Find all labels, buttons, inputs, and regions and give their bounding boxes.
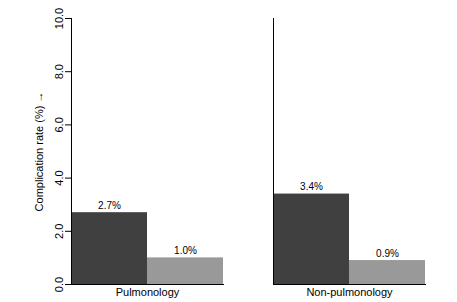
svg-text:3.4%: 3.4% — [300, 181, 323, 192]
svg-text:1.0%: 1.0% — [174, 245, 197, 256]
svg-text:0.9%: 0.9% — [376, 248, 399, 259]
svg-text:6.0: 6.0 — [53, 117, 65, 132]
svg-text:Complication rate (%) →: Complication rate (%) → — [33, 92, 45, 212]
svg-text:Non-pulmonology: Non-pulmonology — [306, 286, 393, 298]
svg-text:2.7%: 2.7% — [98, 200, 121, 211]
svg-text:10.0: 10.0 — [53, 8, 65, 29]
svg-text:8.0: 8.0 — [53, 64, 65, 79]
svg-text:Pulmonology: Pulmonology — [116, 286, 180, 298]
svg-text:4.0: 4.0 — [53, 170, 65, 185]
svg-text:0.0: 0.0 — [53, 277, 65, 292]
svg-text:2.0: 2.0 — [53, 224, 65, 239]
